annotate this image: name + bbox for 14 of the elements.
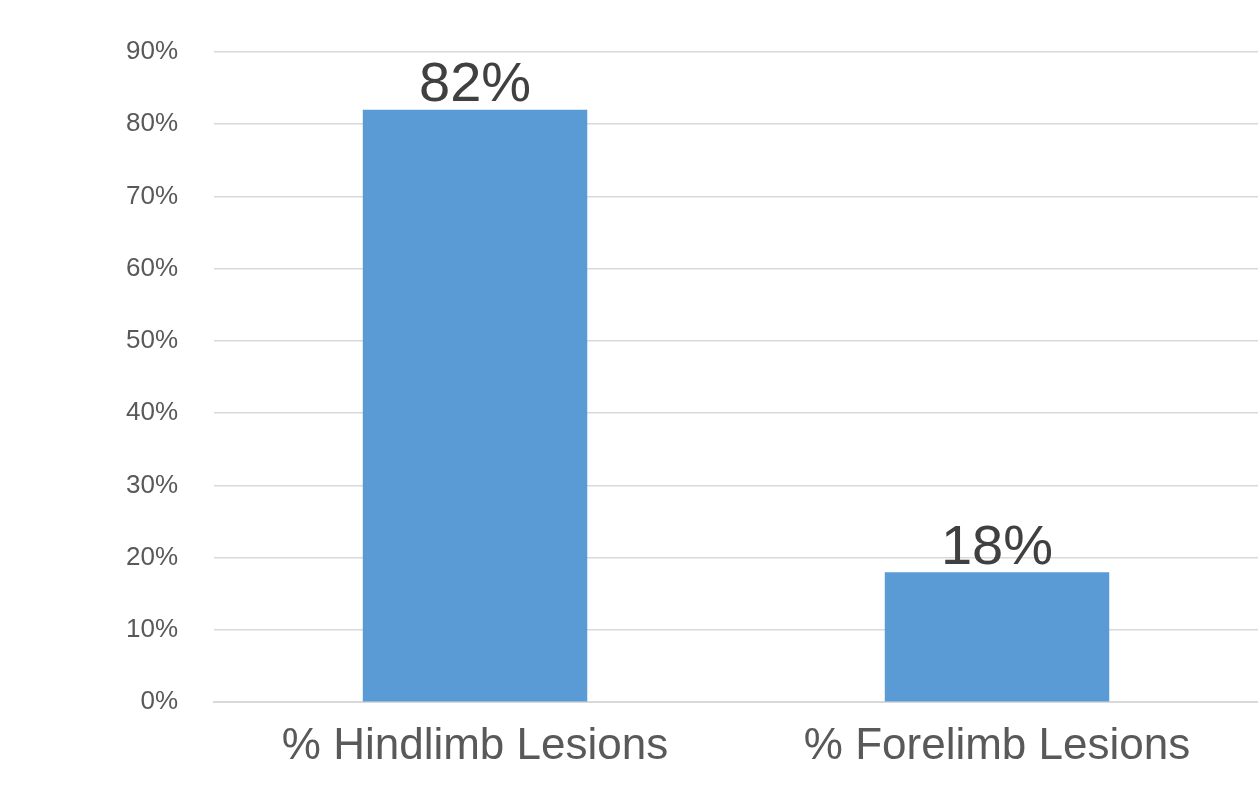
y-tick-label: 0% [140, 685, 179, 716]
x-tick-label: % Hindlimb Lesions [281, 718, 669, 768]
y-tick-label: 50% [125, 324, 179, 355]
y-tick-label: 90% [125, 35, 179, 66]
y-tick-label: 30% [125, 468, 179, 499]
y-tick-label: 80% [125, 107, 179, 138]
data-label: 82% [418, 50, 532, 114]
x-tick-label: % Forelimb Lesions [803, 718, 1191, 768]
y-tick-label: 40% [125, 396, 179, 427]
y-tick-label: 60% [125, 251, 179, 282]
data-label: 18% [940, 512, 1054, 576]
y-tick-label: 70% [125, 179, 179, 210]
y-tick-label: 20% [125, 540, 179, 571]
y-tick-label: 10% [125, 613, 179, 644]
